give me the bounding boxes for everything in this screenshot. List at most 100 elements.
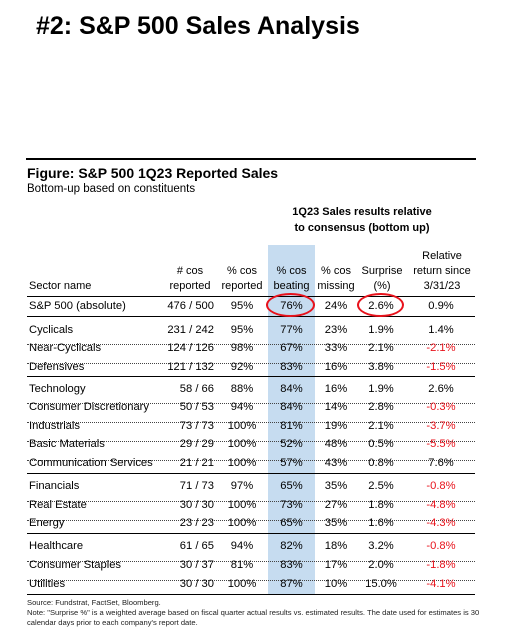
pct-reported-cell: 100% — [227, 420, 257, 432]
sector-name-cell: Near-Cyclicals — [29, 342, 102, 354]
pct-reported-cell: 100% — [227, 517, 257, 529]
table-row: Technology 58 / 66 88% 84% 16% 1.9% 2.6% — [0, 380, 525, 398]
pct-beating-cell: 52% — [280, 438, 303, 450]
pct-missing-cell: 43% — [324, 457, 348, 469]
pct-reported-cell: 81% — [230, 559, 254, 571]
sector-name-cell: Technology — [29, 383, 86, 395]
relative-return-cell: -5.5% — [426, 438, 456, 450]
relative-return-cell: 7.6% — [428, 457, 454, 469]
pct-reported-cell: 92% — [230, 361, 254, 373]
pct-beating-cell: 65% — [280, 480, 303, 492]
footnotes: Source: Fundstrat, FactSet, Bloomberg. N… — [27, 598, 507, 628]
row-divider — [27, 422, 475, 423]
pct-missing-cell: 35% — [324, 517, 348, 529]
pct-beating-cell: 81% — [280, 420, 303, 432]
figure-subtitle: Bottom-up based on constituents — [27, 183, 196, 195]
sector-name-cell: Healthcare — [29, 540, 84, 552]
sector-name-cell: Consumer Staples — [29, 559, 122, 571]
cos-reported-cell: 71 / 73 — [179, 480, 214, 492]
row-divider — [27, 460, 475, 461]
sector-name-cell: Real Estate — [29, 499, 87, 511]
row-divider — [27, 363, 475, 364]
cos-reported-cell: 30 / 30 — [179, 578, 214, 590]
header-rule — [27, 296, 475, 297]
pct-missing-cell: 14% — [324, 401, 348, 413]
surprise-highlight-oval — [357, 293, 404, 317]
pct-missing-cell: 16% — [324, 361, 348, 373]
group-rule-3 — [27, 473, 475, 474]
pct-missing-cell: 27% — [324, 499, 348, 511]
group-rule-2 — [27, 376, 475, 377]
header-relative-return: Relative return since 3/31/23 — [409, 249, 475, 294]
pct-missing-cell: 17% — [324, 559, 348, 571]
header-beat-line-1: % cos — [276, 265, 307, 277]
cos-reported-cell: 476 / 500 — [167, 300, 214, 312]
header-pct-missing: % cos missing — [315, 264, 357, 294]
cos-reported-cell: 124 / 126 — [167, 342, 214, 354]
table-row: Cyclicals 231 / 242 95% 77% 23% 1.9% 1.4% — [0, 321, 525, 339]
cos-reported-cell: 29 / 29 — [179, 438, 214, 450]
cos-reported-cell: 23 / 23 — [179, 517, 214, 529]
header-pctrep-line-2: reported — [221, 280, 263, 292]
table-row: Industrials 73 / 73 100% 81% 19% 2.1% -3.7% — [0, 417, 525, 435]
surprise-pct-cell: 2.8% — [368, 401, 394, 413]
pct-missing-cell: 48% — [324, 438, 348, 450]
header-rel-line-1: Relative — [422, 250, 462, 262]
relative-return-cell: -4.1% — [426, 578, 456, 590]
pct-reported-cell: 95% — [230, 324, 254, 336]
figure-top-rule — [26, 158, 476, 160]
header-cos-reported: # cos reported — [162, 264, 218, 294]
pct-missing-cell: 16% — [324, 383, 348, 395]
sector-name-cell: Financials — [29, 480, 80, 492]
table-row: Healthcare 61 / 65 94% 82% 18% 3.2% -0.8% — [0, 537, 525, 555]
sector-name-cell: Defensives — [29, 361, 85, 373]
relative-return-cell: 0.9% — [428, 300, 454, 312]
cos-reported-cell: 50 / 53 — [179, 401, 214, 413]
sector-name-cell: Cyclicals — [29, 324, 74, 336]
sector-name-cell: Industrials — [29, 420, 80, 432]
pct-beating-cell: 82% — [280, 540, 303, 552]
surprise-pct-cell: 0.5% — [368, 438, 394, 450]
row-divider — [27, 344, 475, 345]
surprise-pct-cell: 2.5% — [368, 480, 394, 492]
table-row: Defensives 121 / 132 92% 83% 16% 3.8% -1.5% — [0, 358, 525, 376]
pct-reported-cell: 100% — [227, 499, 257, 511]
header-sector: Sector name — [29, 279, 91, 294]
surprise-pct-cell: 1.6% — [368, 517, 394, 529]
sector-name-cell: Basic Materials — [29, 438, 105, 450]
relative-return-cell: -4.3% — [426, 517, 456, 529]
header-surprise: Surprise (%) — [357, 264, 407, 294]
pct-beating-cell: 84% — [280, 401, 303, 413]
header-surp-line-1: Surprise — [361, 265, 403, 277]
surprise-pct-cell: 1.9% — [368, 324, 394, 336]
table-row: Utilities 30 / 30 100% 87% 10% 15.0% -4.1% — [0, 575, 525, 593]
header-rel-line-3: 3/31/23 — [423, 280, 461, 292]
cos-reported-cell: 231 / 242 — [167, 324, 214, 336]
cos-reported-cell: 73 / 73 — [179, 420, 214, 432]
pct-beating-cell: 83% — [280, 361, 303, 373]
surprise-pct-cell: 2.1% — [368, 342, 394, 354]
pct-beating-cell: 83% — [280, 559, 303, 571]
surprise-pct-cell: 3.2% — [368, 540, 394, 552]
relative-return-cell: -2.1% — [426, 342, 456, 354]
cos-reported-cell: 121 / 132 — [167, 361, 214, 373]
relative-return-cell: -4.8% — [426, 499, 456, 511]
relative-return-cell: -1.8% — [426, 559, 456, 571]
header-cos-line-2: reported — [169, 280, 211, 292]
beating-highlight-oval — [266, 293, 315, 317]
pct-reported-cell: 88% — [230, 383, 254, 395]
header-miss-line-2: missing — [317, 280, 355, 292]
pct-reported-cell: 94% — [230, 401, 254, 413]
source-note: Source: Fundstrat, FactSet, Bloomberg. — [27, 598, 161, 607]
table-row: Near-Cyclicals 124 / 126 98% 67% 33% 2.1% -2.1… — [0, 339, 525, 357]
row-divider — [27, 580, 475, 581]
pct-reported-cell: 100% — [227, 438, 257, 450]
header-surp-line-2: (%) — [373, 280, 391, 292]
header-miss-line-1: % cos — [321, 265, 351, 277]
table-row: S&P 500 (absolute) 476 / 500 95% 76% 24% 2.6%… — [0, 297, 525, 315]
table-row: Financials 71 / 73 97% 65% 35% 2.5% -0.8% — [0, 477, 525, 495]
pct-beating-cell: 84% — [280, 383, 303, 395]
pct-beating-cell: 87% — [280, 578, 303, 590]
surprise-pct-cell: 1.9% — [368, 383, 394, 395]
header-beat-line-2: beating — [273, 280, 310, 292]
